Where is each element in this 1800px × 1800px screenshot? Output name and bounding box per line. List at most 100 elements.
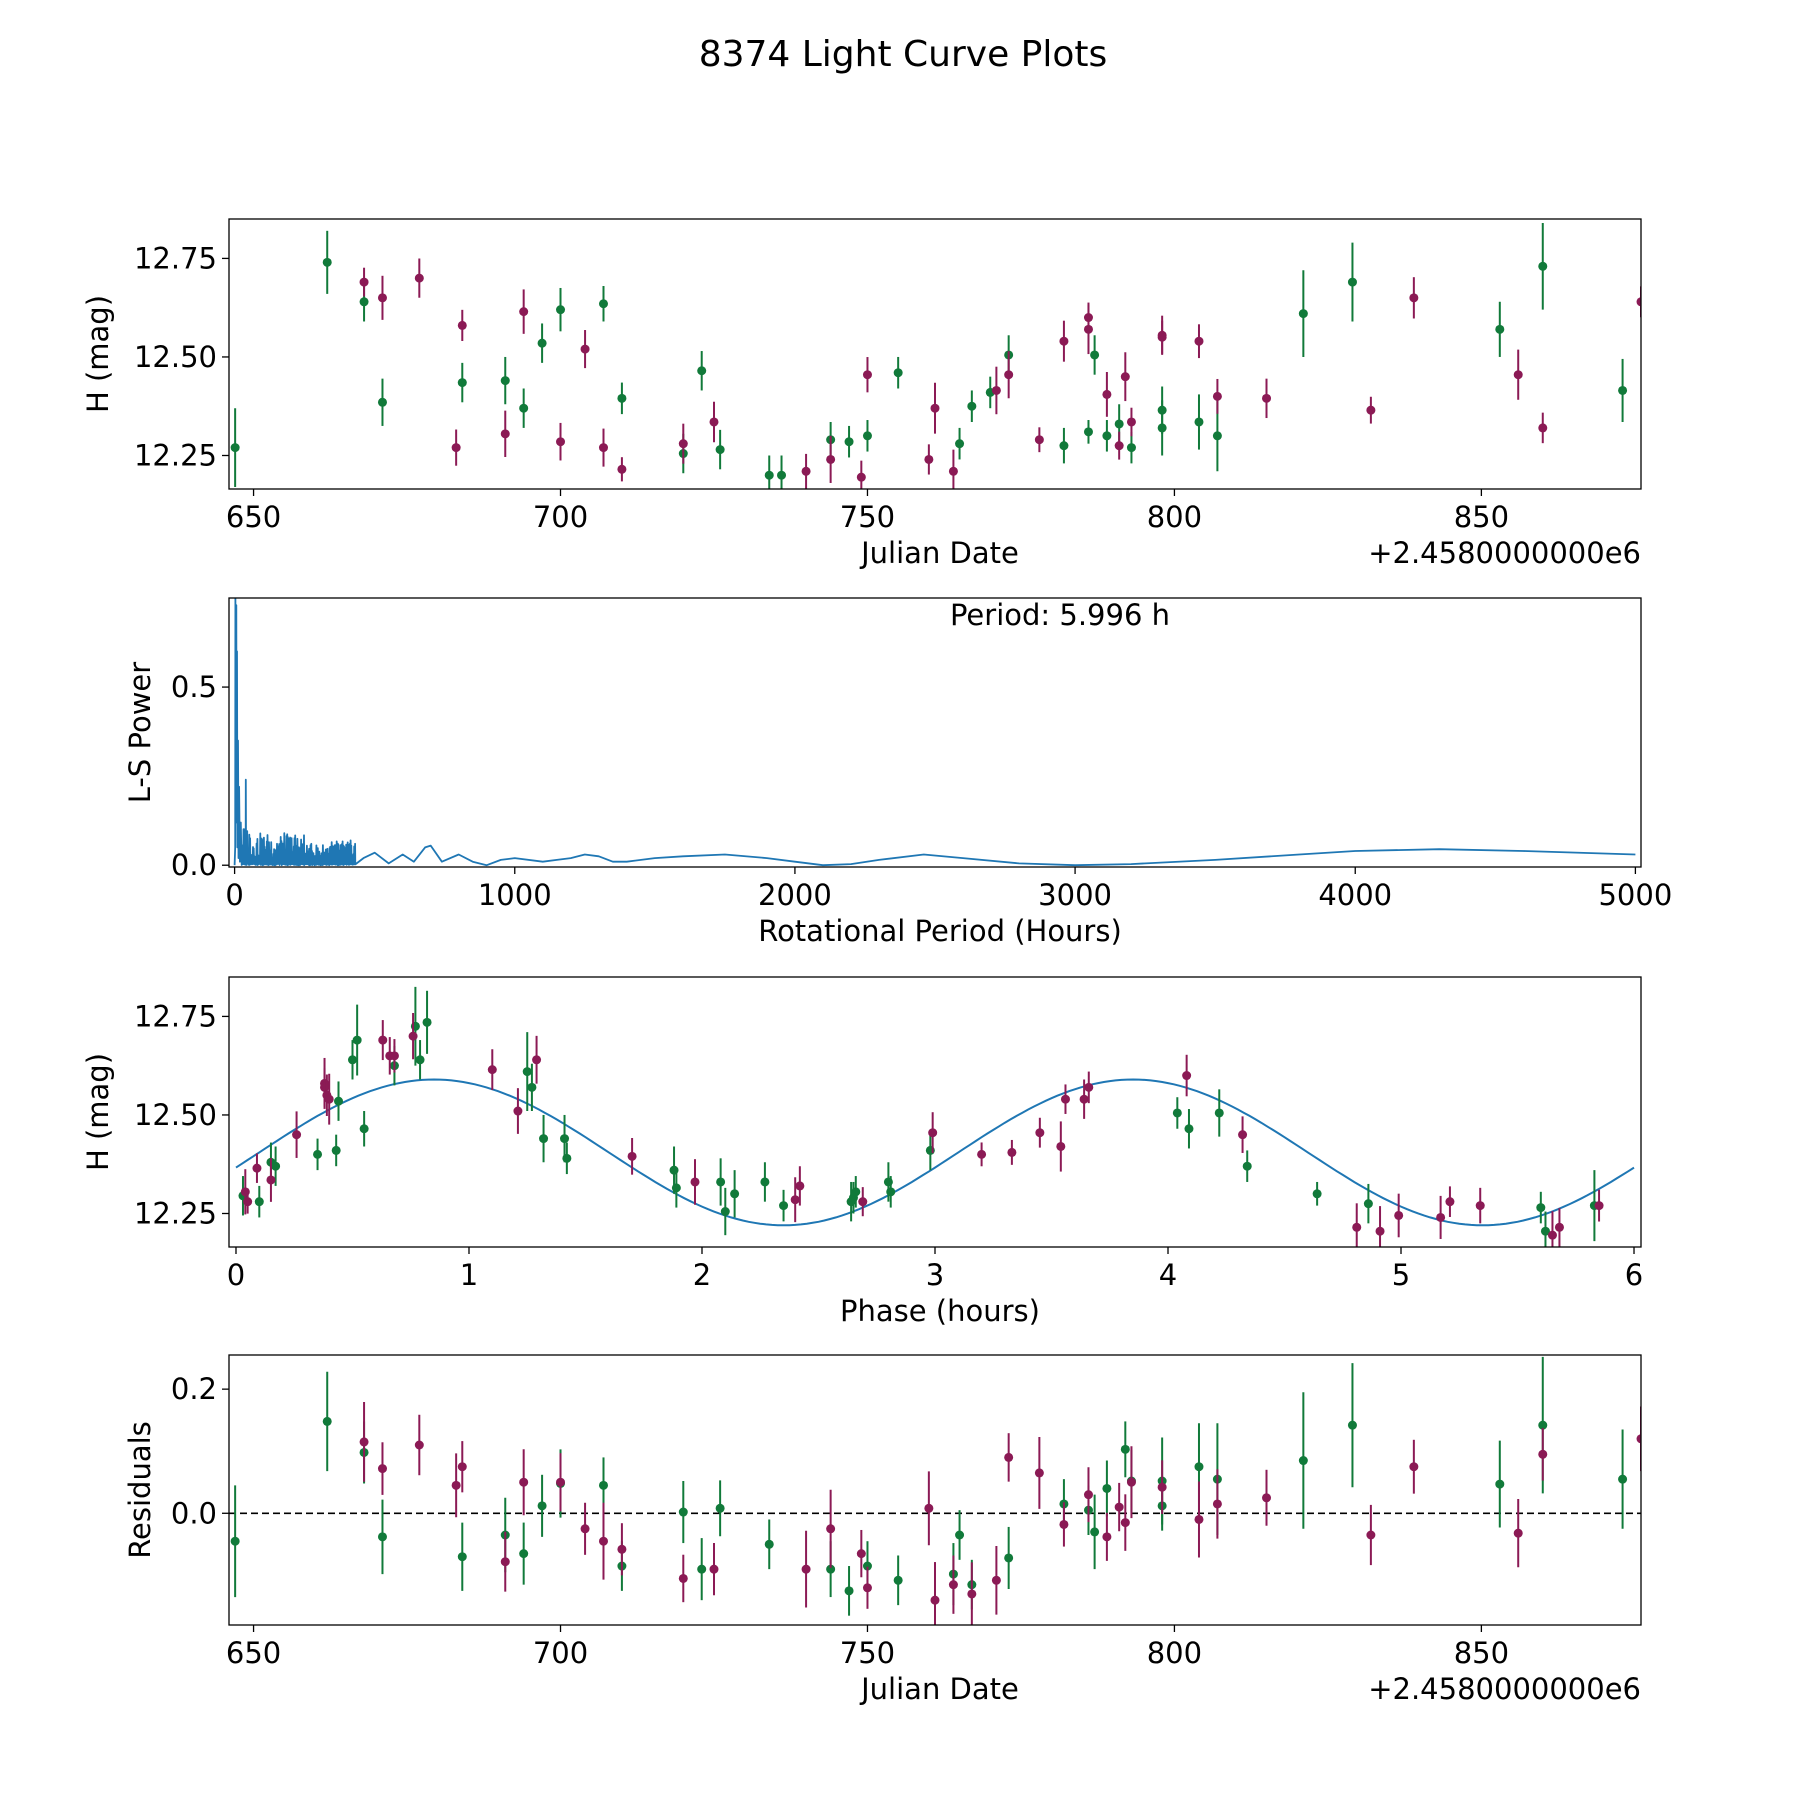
data-point — [1475, 1201, 1485, 1211]
data-point — [795, 1181, 805, 1191]
data-point — [844, 1586, 854, 1596]
data-point — [886, 1187, 896, 1197]
data-point — [580, 344, 590, 354]
data-point — [1409, 293, 1419, 303]
data-point — [862, 431, 872, 441]
data-point — [1114, 1502, 1124, 1512]
y-tick-label: 0.0 — [171, 848, 217, 882]
data-point — [862, 370, 872, 380]
data-point — [1056, 1141, 1066, 1151]
data-point — [671, 1183, 681, 1193]
data-point — [764, 470, 774, 480]
data-point — [1194, 1462, 1204, 1472]
data-point — [598, 443, 608, 453]
data-point — [1347, 277, 1357, 287]
x-tick-label: 0 — [225, 878, 243, 912]
x-tick-label: 1000 — [478, 878, 552, 912]
data-point — [1538, 1449, 1548, 1459]
series-filter-purple — [359, 258, 1641, 489]
data-point — [760, 1177, 770, 1187]
data-point — [1618, 385, 1628, 395]
data-point — [457, 1462, 467, 1472]
data-point — [1035, 1128, 1045, 1138]
data-point — [322, 257, 332, 267]
data-point — [377, 397, 387, 407]
x-axis-label: Phase (hours) — [840, 1294, 1040, 1328]
data-point — [1157, 405, 1167, 415]
data-point — [252, 1163, 262, 1173]
y-tick-label: 0.0 — [171, 1496, 217, 1530]
data-point — [1554, 1222, 1564, 1232]
x-tick-label: 2 — [693, 1258, 711, 1292]
y-tick-label: 12.25 — [134, 1196, 217, 1230]
data-point — [779, 1201, 789, 1211]
data-point — [1102, 1483, 1112, 1493]
x-tick-label: 850 — [1454, 1636, 1509, 1670]
data-point — [1366, 405, 1376, 415]
data-point — [1363, 1199, 1373, 1209]
data-point — [519, 1549, 529, 1559]
data-point — [254, 1197, 264, 1207]
data-point — [1394, 1210, 1404, 1220]
y-axis-label: H (mag) — [81, 295, 115, 413]
data-point — [359, 297, 369, 307]
data-point — [617, 464, 627, 474]
data-point — [856, 472, 866, 482]
x-tick-label: 6 — [1625, 1258, 1643, 1292]
plot-area-light-curve — [230, 222, 1641, 489]
data-point — [715, 1503, 725, 1513]
data-point — [598, 299, 608, 309]
data-point — [560, 1134, 570, 1144]
data-point — [826, 454, 836, 464]
data-point — [801, 1564, 811, 1574]
data-point — [790, 1195, 800, 1205]
x-tick-label: 3 — [926, 1258, 944, 1292]
panel-periodogram: Period: 5.996 h 0 1000 2000 3000 4000 5000 0.0 0… — [123, 597, 1672, 948]
data-point — [1126, 443, 1136, 453]
data-point — [1194, 336, 1204, 346]
data-point — [948, 466, 958, 476]
data-point — [955, 1530, 965, 1540]
data-point — [1312, 1189, 1322, 1199]
x-offset-label: +2.4580000000e6 — [1368, 1672, 1641, 1706]
data-point — [930, 1595, 940, 1605]
data-point — [1157, 330, 1167, 340]
data-point — [1242, 1161, 1252, 1171]
plot-area-residuals — [229, 1356, 1641, 1625]
panel-phased-curve: 0 1 2 3 4 5 6 12.25 12.50 12.75 Phase (hours) H (ma… — [81, 976, 1643, 1328]
data-point — [334, 1096, 344, 1106]
data-point — [580, 1524, 590, 1534]
data-point — [271, 1161, 281, 1171]
data-point — [1083, 1490, 1093, 1500]
y-tick-label: 12.75 — [134, 241, 217, 275]
data-point — [1347, 1420, 1357, 1430]
data-point — [1445, 1197, 1455, 1207]
data-point — [1126, 417, 1136, 427]
x-tick-label: 650 — [226, 500, 281, 534]
data-point — [924, 454, 934, 464]
plot-area-phased-curve — [235, 986, 1635, 1247]
data-point — [1120, 1444, 1130, 1454]
data-point — [1184, 1124, 1194, 1134]
data-point — [924, 1503, 934, 1513]
series-filter-purple — [359, 1402, 1641, 1625]
data-point — [500, 429, 510, 439]
data-point — [1298, 1456, 1308, 1466]
data-point — [1212, 1499, 1222, 1509]
data-point — [500, 376, 510, 386]
data-point — [1059, 336, 1069, 346]
x-tick-label: 800 — [1147, 500, 1202, 534]
y-tick-label: 0.5 — [171, 670, 217, 704]
data-point — [716, 1177, 726, 1187]
data-point — [1409, 1462, 1419, 1472]
data-point — [1084, 1082, 1094, 1092]
y-tick-label: 12.75 — [134, 999, 217, 1033]
data-point — [1114, 419, 1124, 429]
data-point — [627, 1151, 637, 1161]
y-axis-label: H (mag) — [81, 1053, 115, 1171]
data-point — [313, 1149, 323, 1159]
data-point — [1034, 435, 1044, 445]
plot-area-periodogram — [233, 598, 1636, 867]
panel-light-curve: 650 700 750 800 850 12.25 12.50 12.75 Julian Dat… — [81, 218, 1642, 570]
